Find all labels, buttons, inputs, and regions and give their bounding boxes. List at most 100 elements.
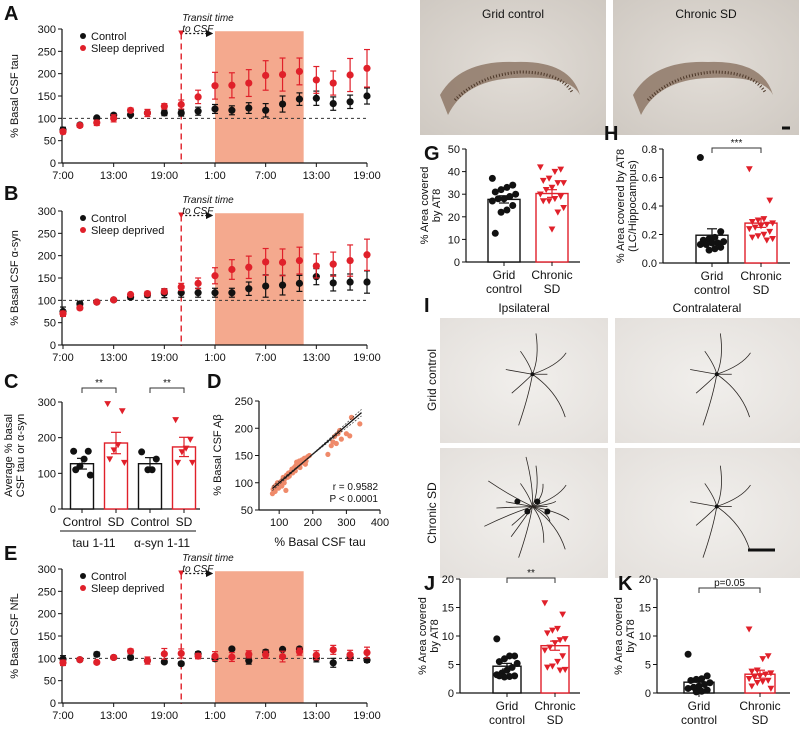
data-point xyxy=(76,304,84,312)
shaded-interval xyxy=(215,571,304,703)
data-point xyxy=(346,649,354,660)
data-point xyxy=(495,658,503,666)
y-tick-label: 150 xyxy=(38,631,56,643)
neuron-soma xyxy=(534,498,541,505)
panel-C-chart: 0 100 200 300 Average % basal CSF tau or α-sy… xyxy=(3,378,200,550)
x-tick-label: 7:00 xyxy=(255,710,276,722)
x-tick-label: 13:00 xyxy=(303,352,331,364)
marker xyxy=(278,258,287,266)
regression-line xyxy=(272,412,362,489)
data-point xyxy=(178,449,186,456)
marker xyxy=(312,262,320,270)
data-point xyxy=(551,640,559,647)
data-point xyxy=(160,102,168,110)
y-tick-label: 250 xyxy=(38,586,56,598)
marker xyxy=(76,304,84,312)
p-value: P < 0.0001 xyxy=(330,494,379,505)
data-point xyxy=(687,676,695,684)
neurite xyxy=(532,483,544,507)
neurite xyxy=(716,333,722,375)
hippocampus-stain xyxy=(633,61,773,115)
data-point xyxy=(745,676,753,683)
x-axis-label: % Basal CSF tau xyxy=(274,535,365,549)
legend-marker xyxy=(80,33,86,39)
marker xyxy=(126,647,135,655)
data-point xyxy=(769,236,777,243)
data-point xyxy=(745,226,753,233)
data-point xyxy=(143,290,152,298)
significance-bracket xyxy=(149,387,185,393)
neurite xyxy=(532,333,538,375)
data-point xyxy=(494,195,502,203)
marker xyxy=(110,653,118,662)
marker xyxy=(278,100,287,108)
data-point xyxy=(511,672,519,680)
column-label: Ipsilateral xyxy=(498,301,549,315)
x-tick-label: 7:00 xyxy=(52,710,73,722)
data-point xyxy=(700,680,708,688)
data-point xyxy=(70,447,78,455)
group-label: tau 1-11 xyxy=(72,536,115,550)
data-point xyxy=(278,95,287,113)
y-tick-label: 300 xyxy=(38,564,56,576)
data-point xyxy=(512,190,520,198)
y-tick-label: 0.8 xyxy=(642,144,657,156)
bar-0 xyxy=(492,635,522,694)
data-point xyxy=(194,652,202,660)
marker xyxy=(295,67,304,76)
data-point xyxy=(329,644,337,655)
marker xyxy=(160,287,168,295)
neurite xyxy=(484,506,533,527)
annotation-transit-time: Transit time xyxy=(182,195,234,206)
data-point xyxy=(126,290,135,299)
marker xyxy=(363,648,371,657)
marker xyxy=(262,71,270,80)
y-tick-label: 0 xyxy=(448,688,454,700)
data-point xyxy=(346,94,354,110)
data-point xyxy=(72,466,80,474)
data-point xyxy=(93,650,101,658)
data-point xyxy=(500,195,508,203)
data-point xyxy=(760,216,768,223)
y-tick-label: 50 xyxy=(44,318,56,330)
panel-D-chart: 50 100 150 200 250 100 200 300 400 % Basal CSF ta… xyxy=(212,396,389,549)
y-tick-label: 300 xyxy=(38,24,56,36)
data-point xyxy=(160,647,168,660)
data-point xyxy=(551,168,559,175)
neuron-soma xyxy=(714,504,719,509)
neurite xyxy=(532,506,551,522)
neurite xyxy=(716,484,751,507)
data-point xyxy=(748,683,756,690)
significance-bracket xyxy=(711,147,762,153)
data-point xyxy=(764,677,772,684)
marker xyxy=(312,94,320,102)
data-point xyxy=(59,128,67,136)
data-point xyxy=(329,70,337,96)
annotation-transit-time: to CSF xyxy=(182,206,214,217)
scatter-point xyxy=(333,440,339,447)
neurite xyxy=(716,465,722,507)
marker xyxy=(295,95,304,103)
x-tick-label: 19:00 xyxy=(353,352,381,364)
bar-1 xyxy=(535,164,569,263)
legend-marker xyxy=(80,585,86,591)
data-point xyxy=(211,267,219,285)
data-point xyxy=(278,57,287,92)
y-tick-label: 150 xyxy=(38,273,56,285)
panel-label-D: D xyxy=(207,371,221,393)
marker xyxy=(278,281,287,289)
x-tick-label: 19:00 xyxy=(353,710,381,722)
marker xyxy=(194,279,202,287)
y-tick-label: 300 xyxy=(38,206,56,218)
marker xyxy=(245,263,253,271)
annotation-transit-time: Transit time xyxy=(182,13,234,24)
data-point xyxy=(706,679,714,687)
marker xyxy=(245,285,253,293)
event-marker-icon xyxy=(178,570,185,577)
data-point xyxy=(104,401,112,408)
data-point xyxy=(245,650,253,659)
data-point xyxy=(684,650,692,658)
data-point xyxy=(556,667,564,674)
marker xyxy=(278,70,287,79)
